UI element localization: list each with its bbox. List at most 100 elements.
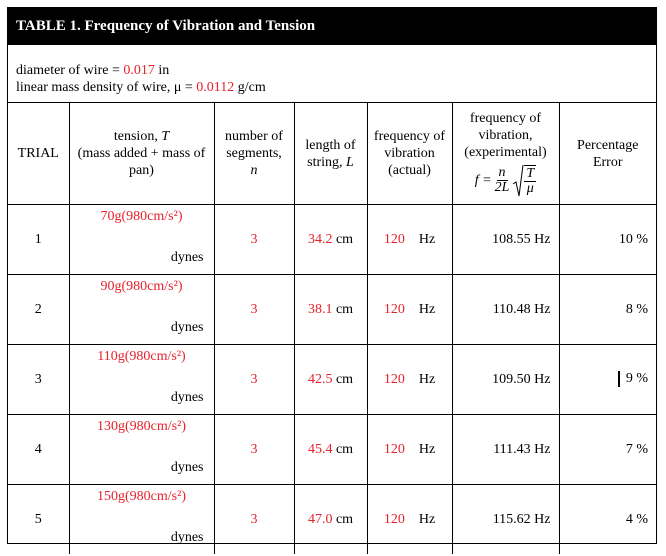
error-cell: 10 % [558,204,656,275]
freq-value[interactable]: 120 [383,441,405,457]
tension-cell: 90g(980cm/s²) dynes [68,274,215,345]
error-value: 8 % [625,301,648,317]
length-cell: 34.2 cm [293,204,368,275]
freq-unit: Hz [418,301,436,317]
length-cell: 42.5 cm [293,344,368,415]
table-frame: TABLE 1. Frequency of Vibration and Tens… [7,7,657,554]
length-cell: 38.1 cm [293,274,368,345]
length-cell: 45.4 cm [293,414,368,485]
formula-root-denominator: μ [526,181,534,196]
error-value: 4 % [625,511,648,527]
header-length-text: length of string, [305,137,356,170]
data-table: TRIAL tension, T (mass added + mass of pa… [8,102,656,554]
tension-cell: 150g(980cm/s²) dynes [68,484,215,554]
length-unit: cm [332,301,354,317]
trial-cell: 2 [8,274,70,345]
freq-value[interactable]: 120 [383,511,405,527]
length-cell: 47.0 cm [293,484,368,554]
error-cell: 8 % [558,274,656,345]
freq-exp-cell: 115.62 Hz [451,484,560,554]
table-row: 4 130g(980cm/s²) dynes 3 45.4 cm 120 Hz 111.43… [8,414,656,485]
error-value: 10 % [618,231,648,247]
mass-value[interactable]: 70g(980cm/s²) [100,209,183,224]
freq-unit: Hz [418,441,436,457]
freq-value[interactable]: 120 [383,371,405,387]
freq-exp-cell: 110.48 Hz [451,274,560,345]
table-row: 1 70g(980cm/s²) dynes 3 34.2 cm 120 Hz 108.55 … [8,204,656,275]
table-row: 5 150g(980cm/s²) dynes 3 47.0 cm 120 Hz 115.62… [8,484,656,554]
density-unit: g/cm [234,80,266,95]
freq-actual-cell: 120 Hz [366,274,453,345]
formula-numerator: n [496,165,508,181]
header-freq-actual: frequency of vibration (actual) [366,102,453,205]
segments-cell[interactable]: 3 [213,414,295,485]
mass-value[interactable]: 90g(980cm/s²) [100,279,183,294]
freq-unit: Hz [418,371,436,387]
freq-actual-cell: 120 Hz [366,204,453,275]
header-segments: number of segments, n [213,102,295,205]
formula-fraction: n 2L [495,166,510,195]
freq-unit: Hz [418,511,436,527]
length-value[interactable]: 38.1 [307,301,333,317]
mass-value[interactable]: 130g(980cm/s²) [97,419,186,434]
header-segments-text: number of segments, [225,129,283,161]
segments-cell[interactable]: 3 [213,274,295,345]
tension-cell: 110g(980cm/s²) dynes [68,344,215,415]
header-freq-exp: frequency of vibration, (experimental) f… [451,102,560,205]
trial-cell: 1 [8,204,70,275]
header-length-symbol: L [346,154,354,170]
length-value[interactable]: 45.4 [307,441,333,457]
freq-exp-cell: 111.43 Hz [451,414,560,485]
formula-denominator: 2L [494,180,510,195]
diameter-unit: in [154,63,170,78]
segments-cell[interactable]: 3 [213,484,295,554]
error-cell: 9 % [558,344,656,415]
error-value: 7 % [625,441,648,457]
mass-value[interactable]: 110g(980cm/s²) [97,349,186,364]
header-percent: Percentage Error [558,102,656,205]
density-value[interactable]: 0.0112 [196,80,235,95]
length-unit: cm [332,371,354,387]
tension-unit: dynes [170,390,204,405]
tension-cell: 70g(980cm/s²) dynes [68,204,215,275]
radical-icon [513,164,524,196]
header-row: TRIAL tension, T (mass added + mass of pa… [8,102,656,205]
freq-actual-cell: 120 Hz [366,484,453,554]
length-unit: cm [332,231,354,247]
length-value[interactable]: 42.5 [307,371,333,387]
tension-unit: dynes [170,320,204,335]
table-row: 3 110g(980cm/s²) dynes 3 42.5 cm 120 Hz 109.50… [8,344,656,415]
freq-actual-cell: 120 Hz [366,414,453,485]
length-value[interactable]: 47.0 [307,511,333,527]
length-unit: cm [332,441,354,457]
header-length: length of string, L [293,102,368,205]
text-cursor [617,371,620,388]
header-trial: TRIAL [8,102,70,205]
freq-value[interactable]: 120 [383,231,405,247]
segments-cell[interactable]: 3 [213,204,295,275]
density-line: linear mass density of wire, μ = 0.0112 … [16,79,656,96]
freq-value[interactable]: 120 [383,301,405,317]
error-value: 9 % [625,371,648,387]
header-tension: tension, T (mass added + mass of pan) [68,102,215,205]
freq-actual-cell: 120 Hz [366,344,453,415]
trial-cell: 5 [8,484,70,554]
trial-cell: 3 [8,344,70,415]
tension-cell: 130g(980cm/s²) dynes [68,414,215,485]
segments-cell[interactable]: 3 [213,344,295,415]
length-unit: cm [332,511,354,527]
error-cell: 7 % [558,414,656,485]
diameter-label: diameter of wire = [16,63,124,78]
error-cell: 4 % [558,484,656,554]
header-freq-exp-text: frequency of vibration, (experimental) [464,110,547,160]
header-tension-symbol: T [161,129,170,144]
freq-exp-cell: 109.50 Hz [451,344,560,415]
length-value[interactable]: 34.2 [307,231,333,247]
header-tension-sub: (mass added + mass of pan) [77,146,206,178]
mass-value[interactable]: 150g(980cm/s²) [97,489,186,504]
diameter-value[interactable]: 0.017 [123,63,155,78]
header-segments-symbol: n [250,163,258,178]
table-row: 2 90g(980cm/s²) dynes 3 38.1 cm 120 Hz 110.48 … [8,274,656,345]
